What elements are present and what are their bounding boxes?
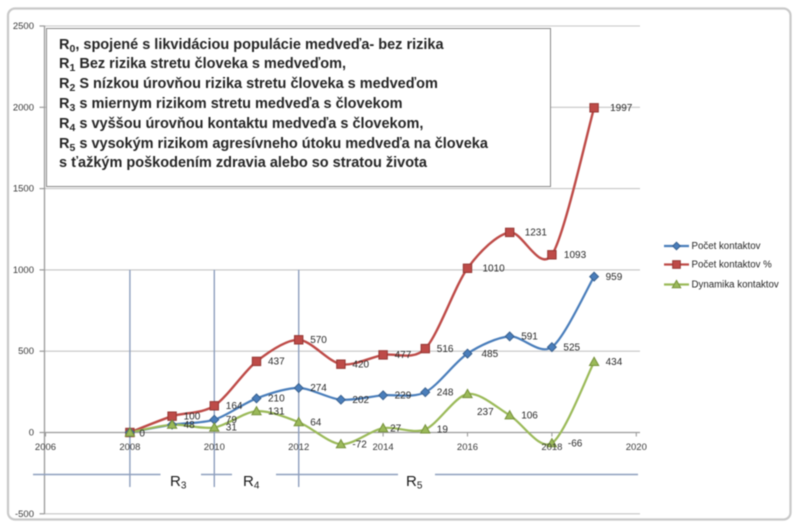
- svg-text:2010: 2010: [204, 442, 225, 453]
- svg-text:229: 229: [395, 391, 412, 402]
- svg-text:48: 48: [184, 420, 196, 431]
- svg-text:2020: 2020: [626, 442, 647, 453]
- svg-text:500: 500: [18, 346, 34, 357]
- svg-text:485: 485: [482, 349, 499, 360]
- svg-text:79: 79: [226, 415, 238, 426]
- svg-text:1010: 1010: [483, 264, 506, 275]
- svg-text:525: 525: [563, 342, 580, 353]
- svg-text:1093: 1093: [564, 250, 587, 261]
- svg-text:591: 591: [521, 332, 538, 343]
- svg-text:2500: 2500: [13, 21, 34, 32]
- svg-text:1000: 1000: [13, 265, 34, 276]
- svg-text:1231: 1231: [525, 228, 548, 239]
- svg-text:516: 516: [437, 344, 454, 355]
- svg-text:274: 274: [310, 383, 327, 394]
- svg-text:27: 27: [390, 423, 402, 434]
- svg-text:0: 0: [139, 429, 145, 440]
- svg-text:31: 31: [226, 423, 238, 434]
- svg-text:237: 237: [477, 407, 494, 418]
- svg-text:100: 100: [184, 411, 201, 422]
- svg-text:2000: 2000: [13, 102, 34, 113]
- svg-text:477: 477: [395, 350, 412, 361]
- svg-text:-500: -500: [15, 509, 34, 520]
- svg-text:2012: 2012: [288, 442, 309, 453]
- svg-text:2008: 2008: [119, 442, 140, 453]
- svg-text:202: 202: [352, 395, 369, 406]
- svg-text:2016: 2016: [457, 442, 478, 453]
- svg-text:19: 19: [437, 425, 449, 436]
- svg-text:64: 64: [310, 417, 322, 428]
- svg-text:-66: -66: [568, 438, 583, 449]
- svg-text:1997: 1997: [610, 103, 633, 114]
- svg-text:106: 106: [521, 411, 538, 422]
- svg-text:570: 570: [310, 335, 327, 346]
- svg-text:2018: 2018: [541, 442, 562, 453]
- svg-text:164: 164: [226, 401, 243, 412]
- svg-text:131: 131: [268, 406, 285, 417]
- svg-text:210: 210: [268, 394, 285, 405]
- svg-text:-72: -72: [352, 439, 367, 450]
- svg-text:959: 959: [606, 272, 623, 283]
- svg-text:420: 420: [352, 359, 369, 370]
- svg-text:Počet kontaktov: Počet kontaktov: [692, 241, 761, 252]
- svg-text:248: 248: [437, 387, 454, 398]
- svg-text:Počet kontaktov %: Počet kontaktov %: [692, 260, 773, 271]
- svg-text:434: 434: [606, 357, 623, 368]
- svg-text:1500: 1500: [13, 184, 34, 195]
- svg-text:0: 0: [29, 428, 34, 439]
- svg-text:Dynamika kontaktov: Dynamika kontaktov: [692, 280, 779, 291]
- svg-text:2006: 2006: [35, 442, 56, 453]
- svg-text:437: 437: [268, 357, 285, 368]
- svg-text:2014: 2014: [373, 442, 394, 453]
